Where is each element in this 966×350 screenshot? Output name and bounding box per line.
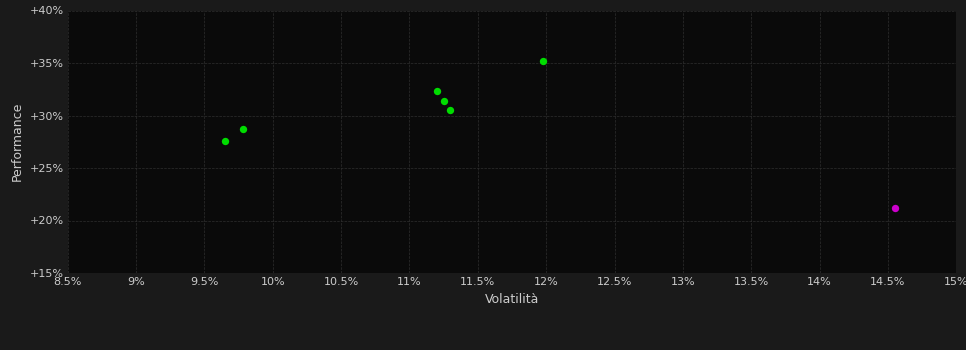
Point — [436, 98, 451, 104]
Point — [536, 58, 552, 64]
Y-axis label: Performance: Performance — [11, 102, 24, 181]
Point — [217, 138, 233, 144]
Point — [442, 107, 458, 113]
Point — [887, 205, 902, 211]
Point — [429, 89, 444, 94]
Point — [235, 126, 250, 132]
X-axis label: Volatilità: Volatilità — [485, 293, 539, 306]
